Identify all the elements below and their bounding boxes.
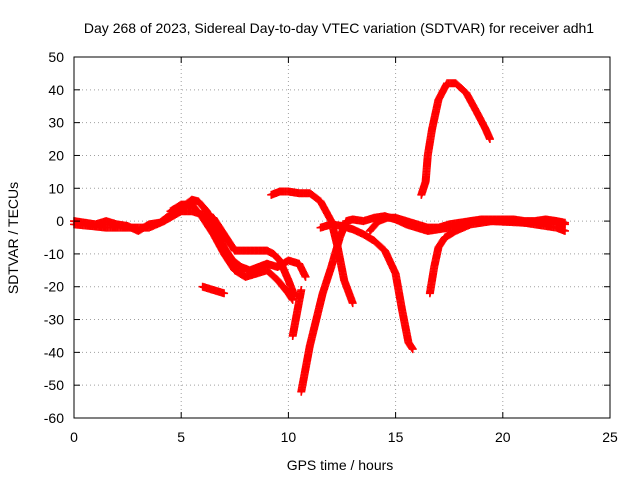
y-tick-label: 0 [56,213,64,229]
data-point-marker [348,299,357,308]
data-point-marker [301,272,310,281]
y-tick-label: -20 [44,279,64,295]
series-s4 [198,282,229,298]
series-s2 [70,207,299,301]
y-tick-label: -50 [44,377,64,393]
x-tick-label: 0 [70,429,78,445]
y-tick-label: -40 [44,344,64,360]
data-point-marker [288,295,297,304]
series-s3 [166,200,297,304]
data-point-marker [297,286,306,295]
y-tick-label: 20 [48,147,64,163]
y-axis-label: SDTVAR / TECUs [5,182,21,294]
y-tick-label: -10 [44,246,64,262]
y-tick-label: 50 [48,49,64,65]
series-s8 [316,220,417,354]
series-s6 [267,187,357,308]
data-point-marker [220,289,229,298]
x-tick-label: 10 [281,429,297,445]
x-tick-label: 5 [177,429,185,445]
y-tick-label: -30 [44,312,64,328]
series-s10 [417,79,494,199]
y-tick-label: -60 [44,410,64,426]
y-tick-label: 30 [48,115,64,131]
axis-ticks: 0 5 10 15 20 25 50 40 30 20 10 0 -10 -20 -30 -40 -50 -60 [44,49,618,445]
data-point-marker [408,345,417,354]
x-tick-label: 15 [388,429,404,445]
chart-title: Day 268 of 2023, Sidereal Day-to-day VTE… [84,20,594,36]
data-point-marker [560,220,569,229]
x-tick-label: 20 [495,429,511,445]
data-points [70,79,569,396]
x-tick-label: 25 [602,429,618,445]
plot-frame [73,56,611,419]
y-tick-label: 40 [48,82,64,98]
series-s11 [425,217,569,298]
x-axis-label: GPS time / hours [287,457,394,473]
series-s5 [288,286,306,340]
data-point-marker [485,135,494,144]
y-tick-label: 10 [48,180,64,196]
